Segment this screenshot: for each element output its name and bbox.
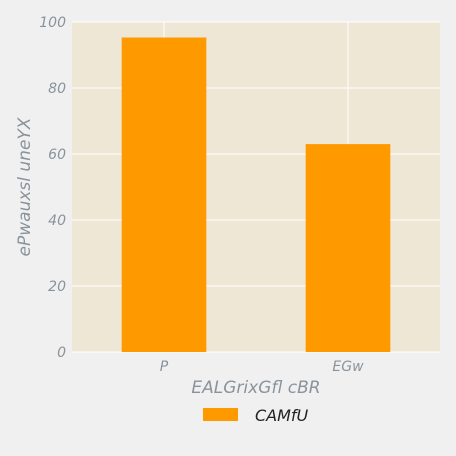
- legend: CAMfU: [203, 406, 309, 425]
- y-tick-label: 0: [57, 345, 66, 361]
- bar-P: [121, 37, 207, 352]
- y-tick-label: 80: [48, 81, 66, 97]
- y-tick-label: 20: [48, 279, 66, 295]
- y-axis-label: ePwauxsl uneYX: [15, 117, 35, 256]
- y-tick-label: 40: [48, 213, 66, 229]
- bars: [121, 37, 391, 352]
- legend-swatch: [203, 408, 238, 421]
- y-tick-label: 100: [39, 15, 66, 31]
- x-axis-label: EALGrixGfl cBR: [191, 378, 320, 398]
- x-tick-label: EGw: [332, 359, 364, 375]
- bar-EGw: [305, 144, 391, 352]
- x-tick-label: P: [160, 359, 169, 375]
- legend-label: CAMfU: [255, 406, 309, 425]
- y-tick-label: 60: [48, 147, 66, 163]
- y-tick-labels: 0 20 40 60 80 100: [39, 15, 66, 361]
- x-tick-labels: P EGw: [160, 359, 364, 375]
